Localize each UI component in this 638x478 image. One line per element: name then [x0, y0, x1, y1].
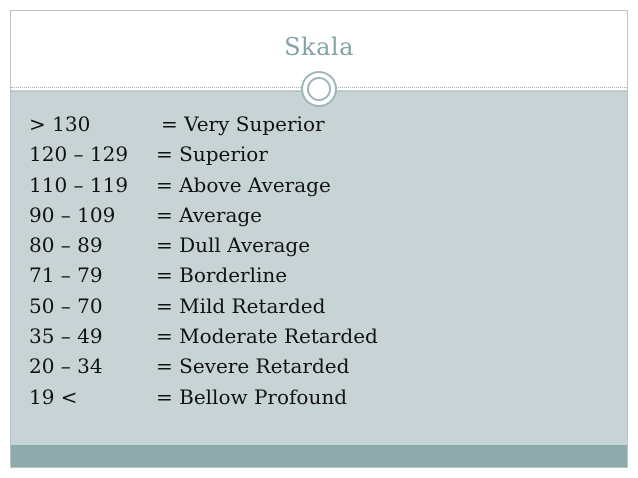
scale-label: = Mild Retarded [156, 293, 326, 318]
circle-ornament-icon [301, 71, 337, 107]
scale-range: 120 – 129 [29, 142, 129, 167]
content-area [11, 90, 627, 447]
scale-label: = Borderline [156, 263, 288, 288]
scale-label: = Bellow Profound [156, 384, 348, 409]
scale-range: 90 – 109 [29, 202, 116, 227]
scale-label: = Very Superior [161, 112, 325, 136]
circle-ornament-inner [307, 77, 331, 101]
scale-range: 80 – 89 [29, 233, 103, 258]
slide-title: Skala [284, 33, 354, 61]
footer-band [11, 445, 627, 467]
scale-range: 19 < [29, 384, 78, 409]
scale-range: 20 – 34 [29, 354, 103, 379]
scale-label: = Moderate Retarded [156, 324, 378, 349]
slide: Skala > 130 = Very Superior 120 – 129 = … [10, 10, 628, 468]
scale-range: > 130 [29, 112, 91, 136]
scale-label: = Superior [156, 142, 268, 167]
scale-range: 50 – 70 [29, 293, 103, 318]
scale-label: = Average [156, 202, 263, 227]
scale-label: = Dull Average [156, 233, 311, 258]
scale-label: = Above Average [156, 172, 331, 197]
scale-range: 35 – 49 [29, 324, 103, 349]
scale-range: 71 – 79 [29, 263, 103, 288]
scale-range: 110 – 119 [29, 172, 129, 197]
scale-label: = Severe Retarded [156, 354, 350, 379]
